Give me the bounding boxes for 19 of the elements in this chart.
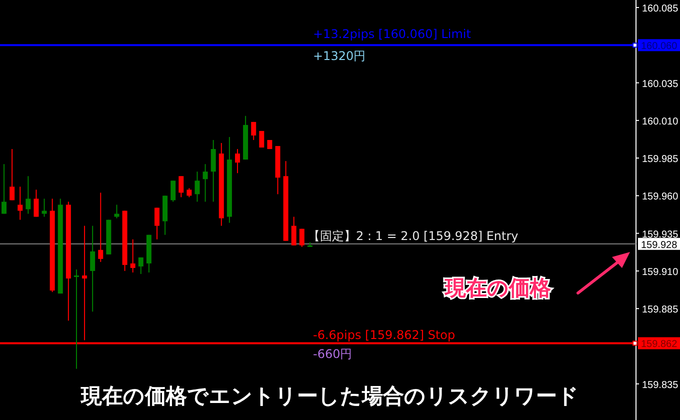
annotation: -660円 — [313, 347, 352, 361]
annotation: 現在の価格 — [444, 276, 552, 300]
y-tick-label: 160.010 — [642, 116, 679, 128]
y-tick-label: 159.960 — [642, 192, 679, 203]
y-tick-label: 160.085 — [642, 4, 679, 15]
annotation: +13.2pips [160.060] Limit — [313, 27, 472, 41]
y-tick-label: 159.935 — [642, 229, 679, 240]
annotation: +1320円 — [313, 49, 366, 63]
y-tick-label: 159.835 — [642, 380, 679, 391]
y-tick-label: 159.885 — [642, 304, 679, 316]
ref-line-label: 159.928 — [641, 240, 678, 251]
y-tick-label: 159.910 — [642, 266, 679, 278]
y-tick-label: 160.035 — [642, 78, 679, 90]
annotation: 【固定】2 : 1 = 2.0 [159.928] Entry — [308, 229, 518, 243]
y-tick-label: 159.985 — [642, 154, 679, 166]
text: 現在の価格でエントリーした場合のリスクリワード — [80, 384, 579, 408]
ref-line-label: 160.060 — [641, 41, 678, 52]
annotation: -6.6pips [159.862] Stop — [313, 328, 456, 342]
ref-line-label: 159.862 — [641, 339, 678, 350]
